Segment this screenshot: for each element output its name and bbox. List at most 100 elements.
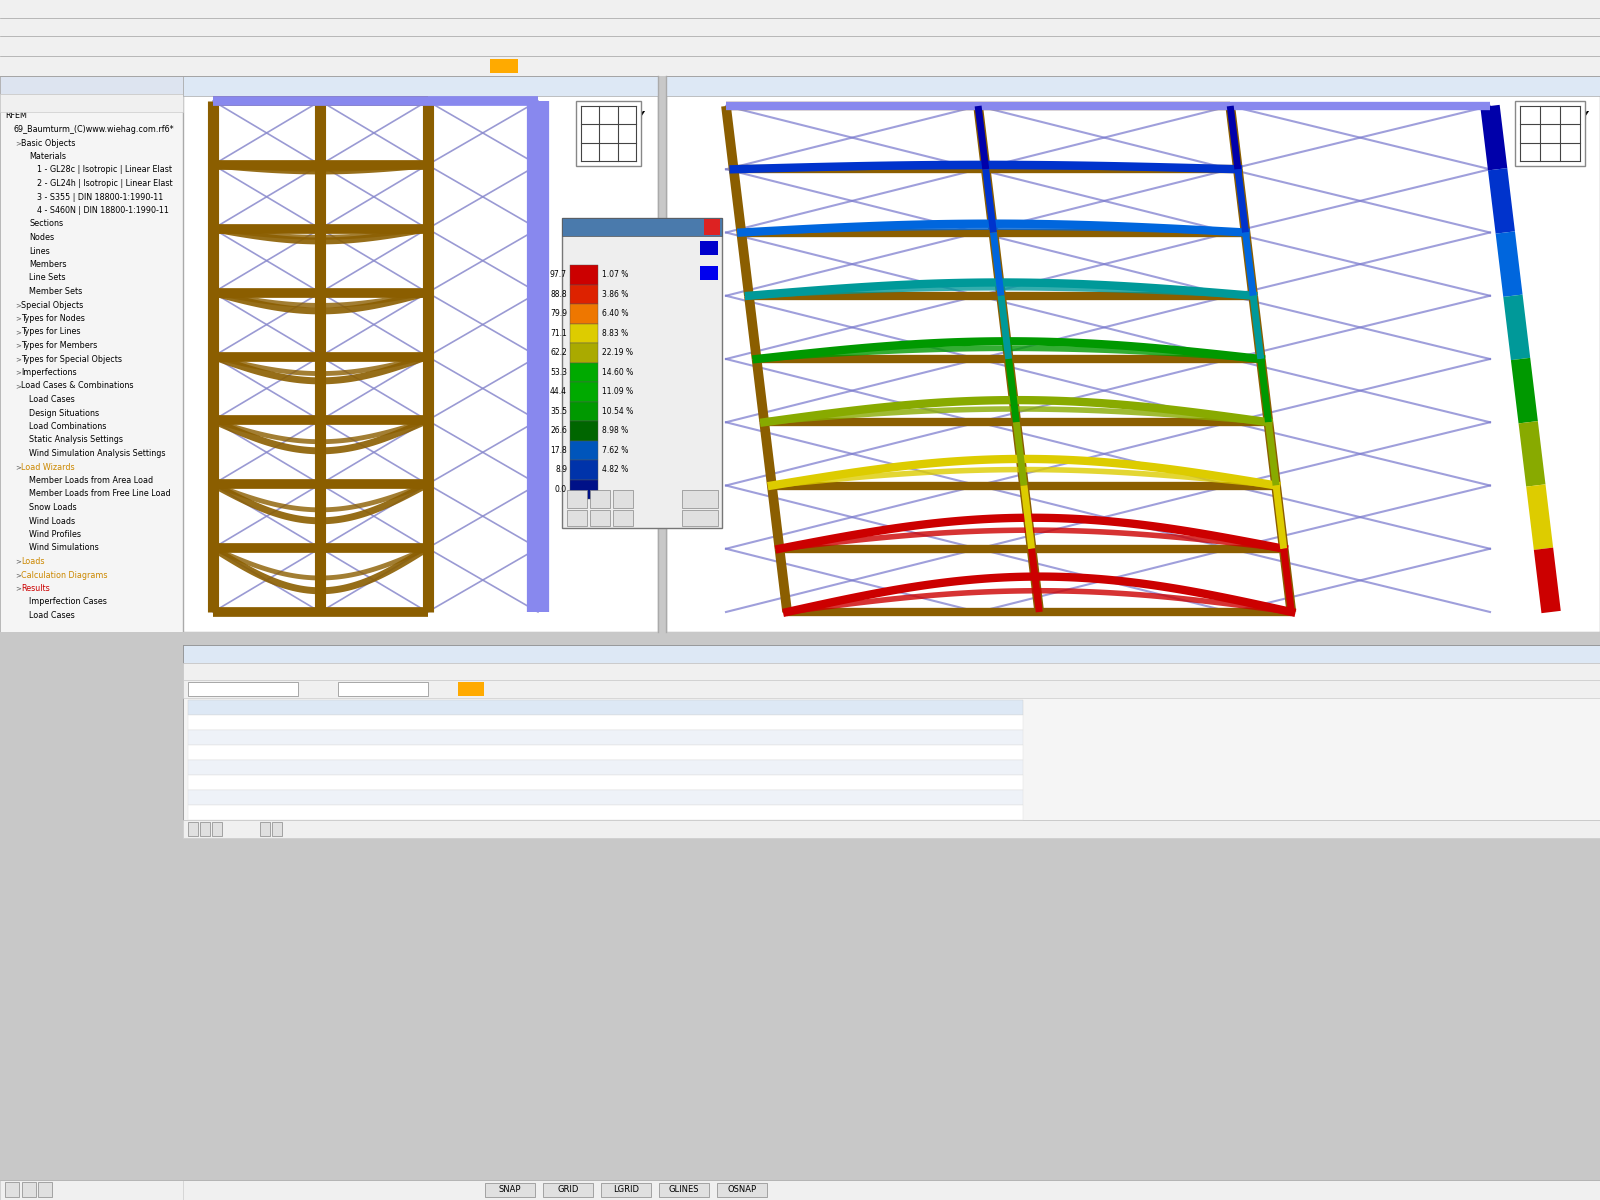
- Text: Options: Options: [317, 22, 354, 32]
- Text: Y: Y: [637, 110, 643, 121]
- Bar: [570, 460, 598, 480]
- Text: CO21: CO21: [522, 61, 547, 71]
- Bar: [659, 1183, 709, 1198]
- Text: 22.19 %: 22.19 %: [602, 348, 634, 358]
- Text: -13.79: -13.79: [536, 763, 565, 772]
- Text: Sum of loads in Z: Sum of loads in Z: [190, 793, 270, 802]
- Text: Insert: Insert: [94, 22, 123, 32]
- Text: 17.8: 17.8: [550, 445, 566, 455]
- Text: GLINES: GLINES: [669, 1186, 699, 1194]
- Text: Y: Y: [1581, 110, 1587, 121]
- Text: >: >: [14, 356, 21, 362]
- Text: Calculate: Calculate: [178, 22, 222, 32]
- Bar: [562, 218, 722, 236]
- Text: -13.79: -13.79: [536, 778, 565, 787]
- Text: 2 - GL24h | Isotropic | Linear Elast: 2 - GL24h | Isotropic | Linear Elast: [37, 179, 173, 188]
- Text: File: File: [5, 22, 21, 32]
- Text: >: >: [14, 329, 21, 335]
- Bar: [0, 94, 182, 112]
- Text: Assign: Assign: [136, 22, 168, 32]
- Bar: [490, 59, 518, 73]
- Text: ULS: ULS: [496, 61, 512, 71]
- Bar: [38, 1182, 51, 1198]
- Bar: [182, 646, 1600, 662]
- Bar: [666, 76, 1600, 96]
- Text: 7.62 %: 7.62 %: [602, 445, 629, 455]
- Bar: [0, 18, 1600, 36]
- Text: Sum of loads and the sum of support forces: Sum of loads and the sum of support forc…: [190, 718, 414, 727]
- Text: Results: Results: [21, 584, 50, 593]
- Text: kN: kN: [571, 808, 582, 817]
- Text: Go To: Go To: [189, 667, 214, 677]
- Bar: [189, 822, 198, 836]
- Text: 69_Baumturm_(C)www.wiehag.com.rf6*: 69_Baumturm_(C)www.wiehag.com.rf6*: [691, 80, 886, 91]
- Text: □  ✕: □ ✕: [634, 82, 653, 90]
- Text: □  ✕: □ ✕: [154, 80, 173, 90]
- Text: CAD-BIM: CAD-BIM: [403, 22, 446, 32]
- Bar: [211, 822, 222, 836]
- Text: ─    □    ✕: ─ □ ✕: [1530, 4, 1578, 14]
- Text: >: >: [14, 342, 21, 348]
- Text: Summary: Summary: [189, 649, 246, 659]
- Bar: [182, 76, 658, 632]
- Text: Wind Profiles: Wind Profiles: [29, 530, 82, 539]
- Bar: [570, 480, 598, 499]
- Text: >: >: [14, 370, 21, 376]
- Bar: [666, 76, 1600, 632]
- Text: Load Cases: Load Cases: [29, 611, 75, 620]
- Text: 35.5: 35.5: [550, 407, 566, 415]
- Text: Load Wizards: Load Wizards: [21, 462, 75, 472]
- Bar: [22, 1182, 35, 1198]
- Text: Help: Help: [451, 22, 474, 32]
- Bar: [182, 662, 1600, 680]
- Text: Sum of loads in Y: Sum of loads in Y: [190, 763, 269, 772]
- Text: CO21: CO21: [488, 684, 512, 694]
- Text: Member Loads from Area Load: Member Loads from Area Load: [29, 476, 154, 485]
- Bar: [272, 822, 282, 836]
- Text: 53.3: 53.3: [550, 367, 566, 377]
- Bar: [458, 682, 483, 696]
- Text: ◄ ►: ◄ ►: [302, 684, 318, 694]
- Bar: [566, 510, 587, 526]
- Bar: [701, 241, 718, 254]
- Text: Sum of support forces in X: Sum of support forces in X: [190, 748, 310, 757]
- Bar: [570, 440, 598, 460]
- Bar: [189, 700, 1022, 715]
- Text: 4 - S460N | DIN 18800-1:1990-11: 4 - S460N | DIN 18800-1:1990-11: [37, 206, 170, 215]
- Text: Basic Objects: Basic Objects: [21, 138, 75, 148]
- Bar: [566, 490, 587, 508]
- Text: Plane: XY: Plane: XY: [1101, 1186, 1142, 1194]
- Text: |u| [mm]: |u| [mm]: [566, 251, 606, 259]
- Bar: [570, 324, 598, 343]
- Bar: [189, 790, 1022, 805]
- Text: 10.54 %: 10.54 %: [602, 407, 634, 415]
- Text: Summary: Summary: [285, 824, 328, 834]
- Text: 79.9: 79.9: [550, 310, 566, 318]
- Bar: [576, 101, 642, 166]
- Text: Types for Lines: Types for Lines: [21, 328, 80, 336]
- Text: Line Sets: Line Sets: [29, 274, 66, 282]
- Text: View: View: [66, 22, 88, 32]
- Text: Deviation: 0.00 %: Deviation: 0.00 %: [626, 778, 707, 787]
- Text: 97.7: 97.7: [550, 270, 566, 280]
- Text: Static Analysis: Static Analysis: [190, 684, 253, 694]
- Bar: [182, 76, 658, 96]
- Text: Lines: Lines: [29, 246, 50, 256]
- Bar: [682, 490, 718, 508]
- Text: LGRID: LGRID: [613, 1186, 638, 1194]
- Text: Wind Simulations: Wind Simulations: [29, 544, 99, 552]
- Bar: [542, 1183, 594, 1198]
- Text: 3.86 %: 3.86 %: [602, 289, 629, 299]
- Bar: [189, 730, 1022, 745]
- Bar: [0, 1180, 1600, 1200]
- Text: RFEM: RFEM: [5, 112, 27, 120]
- Text: Types for Members: Types for Members: [21, 341, 98, 350]
- Text: >: >: [14, 316, 21, 322]
- Text: Types for Special Objects: Types for Special Objects: [21, 354, 122, 364]
- Text: 1 - GL28c | Isotropic | Linear Elast: 1 - GL28c | Isotropic | Linear Elast: [37, 166, 173, 174]
- Bar: [613, 490, 634, 508]
- Text: SNAP: SNAP: [499, 1186, 522, 1194]
- Text: Navigator - Data: Navigator - Data: [5, 80, 96, 90]
- Bar: [189, 715, 1022, 730]
- Text: Sum of loads in X: Sum of loads in X: [190, 733, 270, 742]
